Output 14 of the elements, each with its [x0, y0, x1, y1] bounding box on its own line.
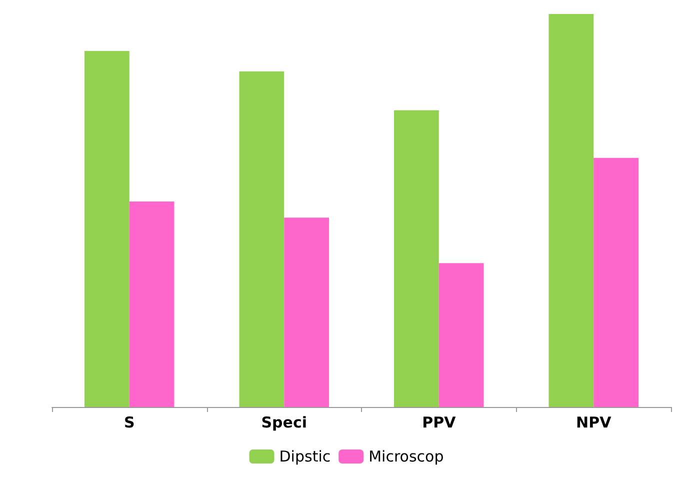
bar: [438, 263, 484, 407]
bar: [594, 158, 639, 407]
legend-label: Dipstic: [279, 448, 331, 466]
bar: [129, 201, 174, 407]
bar: [548, 14, 594, 407]
x-tick-label: Speci: [261, 414, 307, 432]
bar: [239, 71, 284, 407]
bar: [284, 218, 330, 407]
x-tick-label: PPV: [422, 414, 456, 432]
bar: [84, 50, 130, 407]
x-tick-label: S: [124, 414, 135, 432]
bar: [394, 110, 439, 407]
x-tick-label: NPV: [576, 414, 612, 432]
legend-label: Microscop: [368, 448, 444, 466]
